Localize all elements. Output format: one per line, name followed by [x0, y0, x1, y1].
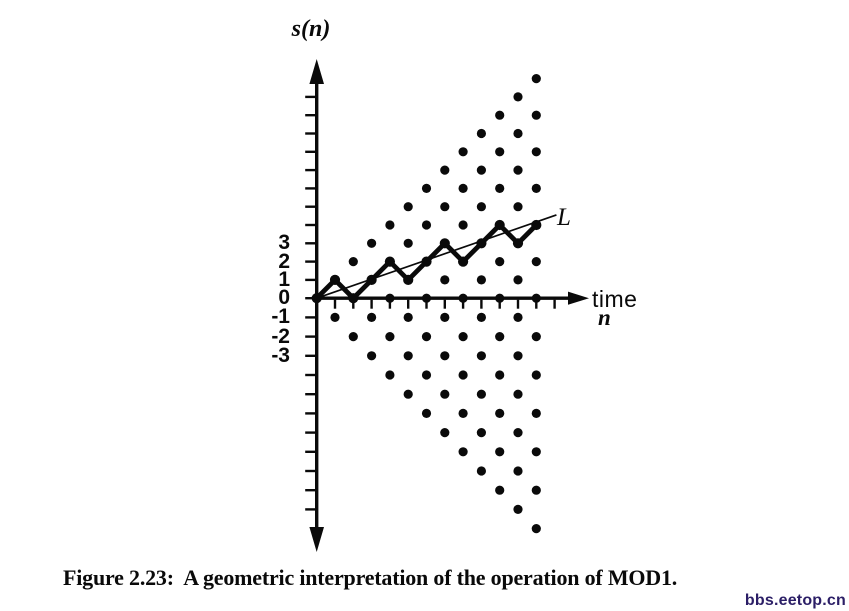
line-L-label: L: [557, 204, 571, 231]
y-tick-label: 3: [278, 231, 290, 255]
axes: [309, 59, 589, 552]
line-L: [316, 214, 557, 300]
x-axis-label-time: time: [592, 286, 638, 312]
y-tick-label: -1: [271, 305, 290, 329]
y-tick-label: -2: [271, 324, 290, 348]
y-tick-label: 2: [278, 249, 290, 273]
x-axis-label-n: n: [598, 305, 611, 330]
figure-caption: Figure 2.23: A geometric interpretation …: [63, 565, 678, 590]
y-tick-label: -3: [271, 343, 290, 367]
y-tick-label: 1: [278, 267, 290, 291]
y-tick-label: 0: [278, 286, 290, 310]
axis-ticks: [305, 95, 556, 511]
watermark: bbs.eetop.cn: [744, 592, 846, 609]
signal-path-vertices: [311, 219, 542, 304]
y-axis-label: s(n): [291, 16, 331, 42]
